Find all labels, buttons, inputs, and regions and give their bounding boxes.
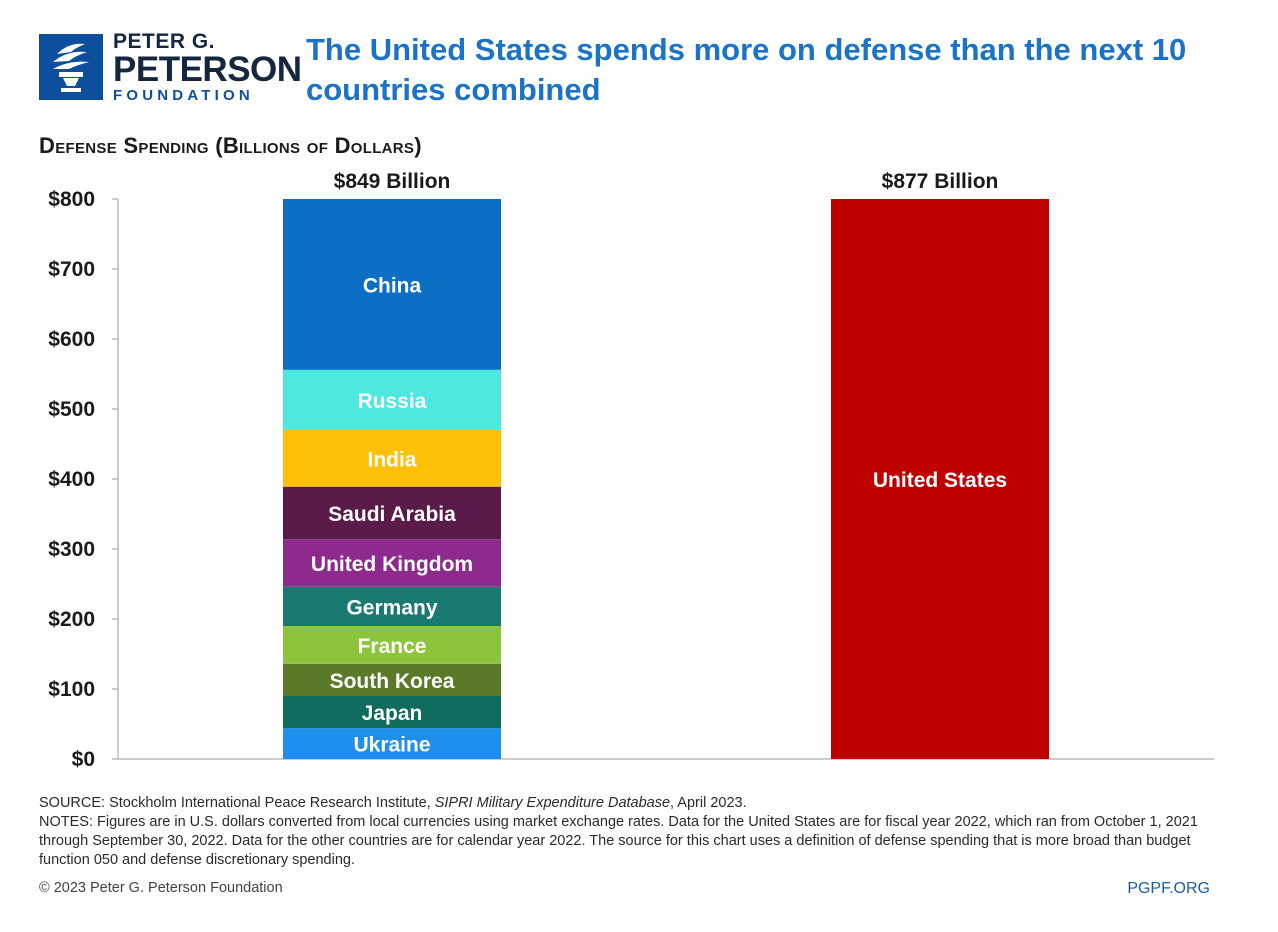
bar-segment-united-states bbox=[831, 199, 1049, 759]
bar-label-ukraine: Ukraine bbox=[353, 734, 430, 757]
bar-segment-saudi-arabia bbox=[283, 486, 501, 540]
bar-label-south-korea: South Korea bbox=[330, 670, 455, 693]
bar-segment-india bbox=[283, 430, 501, 487]
source-notes: SOURCE: Stockholm International Peace Re… bbox=[39, 794, 1219, 870]
y-tick-label: $200 bbox=[48, 608, 95, 631]
bar-label-india: India bbox=[367, 448, 416, 471]
bar-label-united-states: United States bbox=[873, 469, 1007, 492]
bar-segment-china bbox=[283, 199, 501, 370]
source-line: SOURCE: Stockholm International Peace Re… bbox=[39, 794, 1219, 813]
bar-total-label: $877 Billion bbox=[882, 170, 999, 193]
bar-segment-south-korea bbox=[283, 663, 501, 696]
peterson-torch-logo-icon bbox=[39, 34, 103, 100]
bar-segment-russia bbox=[283, 369, 501, 430]
copyright: © 2023 Peter G. Peterson Foundation bbox=[39, 880, 283, 896]
pgpf-link[interactable]: PGPF.ORG bbox=[1127, 880, 1210, 897]
chart-title: The United States spends more on defense… bbox=[306, 32, 1187, 107]
bar-total-label: $849 Billion bbox=[334, 170, 451, 193]
bar-label-united-kingdom: United Kingdom bbox=[311, 553, 473, 576]
bar-label-japan: Japan bbox=[362, 702, 423, 725]
chart-subtitle: Defense Spending (Billions of Dollars) bbox=[39, 133, 422, 158]
source-text-end: , April 2023. bbox=[670, 795, 747, 811]
logo-line-1: PETER G. bbox=[113, 30, 216, 53]
y-tick-label: $100 bbox=[48, 678, 95, 701]
logo-line-2: PETERSON bbox=[113, 50, 302, 89]
bar-label-germany: Germany bbox=[346, 596, 437, 619]
bar-segment-united-kingdom bbox=[283, 539, 501, 587]
notes-text: NOTES: Figures are in U.S. dollars conve… bbox=[39, 814, 1198, 868]
bar-segment-france bbox=[283, 626, 501, 664]
y-tick-label: $800 bbox=[48, 188, 95, 211]
source-database-name: SIPRI Military Expenditure Database bbox=[434, 795, 671, 811]
bar-label-china: China bbox=[363, 274, 422, 297]
y-tick-label: $600 bbox=[48, 328, 95, 351]
peterson-logo-wordmark: PETER G. PETERSON FOUNDATION bbox=[113, 31, 302, 105]
logo-line-3: FOUNDATION bbox=[113, 87, 254, 104]
y-tick-label: $300 bbox=[48, 538, 95, 561]
bar-label-france: France bbox=[358, 635, 427, 658]
defense-spending-chart: $0 $100 $200 $300 $400 $500 $600 $700 $800 Ukrain… bbox=[48, 170, 1214, 771]
y-tick-label: $400 bbox=[48, 468, 95, 491]
bar-label-saudi-arabia: Saudi Arabia bbox=[328, 503, 456, 526]
y-tick-label: $0 bbox=[72, 748, 95, 771]
bar-segment-ukraine bbox=[283, 728, 501, 759]
y-tick-label: $700 bbox=[48, 258, 95, 281]
bar-segment-japan bbox=[283, 696, 501, 729]
bar-label-russia: Russia bbox=[358, 390, 427, 413]
bar-segment-germany bbox=[283, 586, 501, 626]
source-text: SOURCE: Stockholm International Peace Re… bbox=[39, 795, 435, 811]
y-tick-label: $500 bbox=[48, 398, 95, 421]
